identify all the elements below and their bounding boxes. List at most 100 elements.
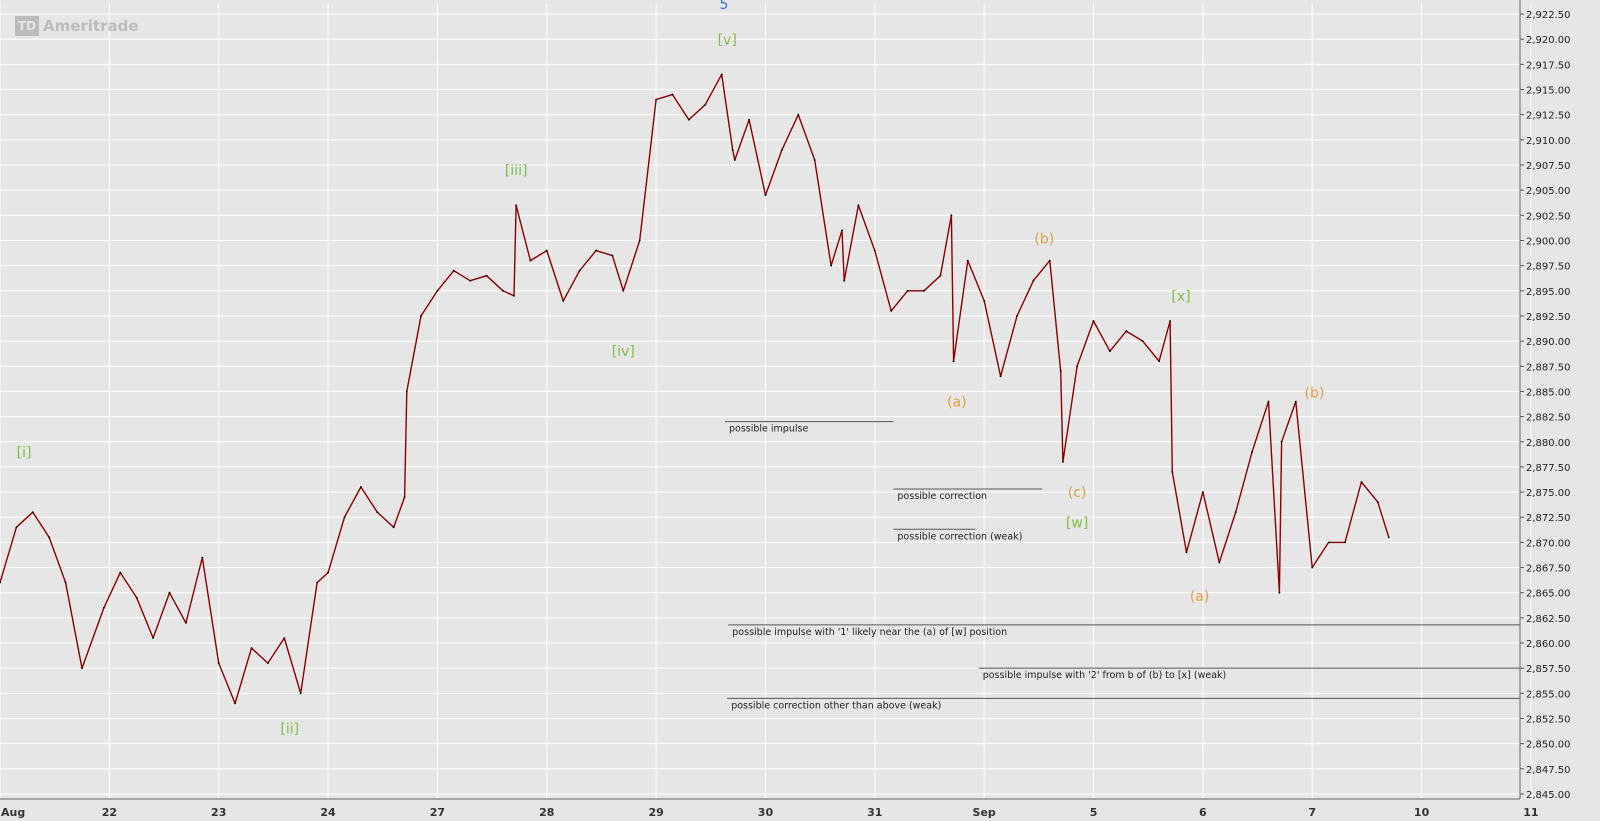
price-point <box>983 299 986 302</box>
x-tick-label: 28 <box>539 806 554 819</box>
y-tick-label: 2,865.00 <box>1526 589 1571 600</box>
y-tick-label: 2,905.00 <box>1526 186 1571 197</box>
y-tick-label: 2,875.00 <box>1526 488 1571 499</box>
x-tick-label: Sep <box>973 806 996 819</box>
annotation-label: possible impulse <box>729 424 808 435</box>
wave-label: (b) <box>1305 385 1325 401</box>
price-point <box>1171 471 1174 473</box>
wave-label: (a) <box>947 395 967 411</box>
wave-label: [ii] <box>280 722 299 738</box>
x-tick-label: 10 <box>1414 806 1430 819</box>
price-point <box>950 214 953 217</box>
price-point <box>906 289 909 292</box>
y-tick-label: 2,920.00 <box>1526 35 1571 46</box>
ameritrade-logo: TD Ameritrade <box>15 16 139 36</box>
price-point <box>1280 440 1283 443</box>
y-tick-label: 2,880.00 <box>1526 438 1571 449</box>
wave-label: [i] <box>17 445 32 461</box>
y-tick-label: 2,852.50 <box>1526 714 1571 725</box>
price-point <box>1048 259 1051 262</box>
price-point <box>119 571 122 574</box>
price-point <box>392 526 395 529</box>
price-point <box>1062 460 1064 463</box>
price-point <box>152 637 154 639</box>
y-tick-label: 2,882.50 <box>1526 413 1571 424</box>
price-point <box>485 274 488 277</box>
price-point <box>843 279 846 282</box>
price-point <box>405 390 408 393</box>
price-point <box>316 581 319 584</box>
annotation-label: possible correction other than above (we… <box>731 700 941 711</box>
price-point <box>359 486 362 488</box>
price-point <box>1234 511 1237 514</box>
price-point <box>403 496 406 499</box>
y-tick-label: 2,872.50 <box>1526 513 1571 524</box>
price-point <box>1251 450 1253 453</box>
price-point <box>1076 365 1079 368</box>
price-point <box>81 667 83 670</box>
price-point <box>595 249 597 252</box>
price-point <box>64 581 67 584</box>
y-tick-label: 2,870.00 <box>1526 538 1571 549</box>
price-point <box>1360 481 1363 483</box>
annotation-label: possible impulse with '2' from b of (b) … <box>983 670 1227 681</box>
price-point <box>0 581 1 584</box>
td-logo-icon: TD <box>15 16 39 36</box>
y-tick-label: 2,867.50 <box>1526 564 1571 575</box>
price-point <box>469 279 472 282</box>
annotation-label: possible correction <box>897 491 987 502</box>
price-point <box>436 289 439 292</box>
price-point <box>1387 536 1390 539</box>
x-tick-label: 27 <box>430 806 445 819</box>
y-tick-label: 2,845.00 <box>1526 790 1571 801</box>
price-point <box>655 98 658 101</box>
price-point <box>513 294 515 297</box>
price-point <box>1327 541 1330 544</box>
price-point <box>720 73 723 76</box>
y-tick-label: 2,855.00 <box>1526 689 1571 700</box>
plot-area <box>0 4 1520 799</box>
price-point <box>873 249 876 252</box>
price-point <box>327 571 329 574</box>
y-tick-label: 2,892.50 <box>1526 312 1571 323</box>
price-point <box>999 375 1002 378</box>
logo-text: Ameritrade <box>43 17 139 35</box>
price-point <box>939 274 942 277</box>
x-tick-label: 31 <box>867 806 882 819</box>
price-point <box>688 118 690 121</box>
price-point <box>764 194 767 197</box>
price-point <box>168 591 171 594</box>
y-tick-label: 2,907.50 <box>1526 161 1571 172</box>
wave-label: [iv] <box>612 344 635 360</box>
price-point <box>102 606 105 609</box>
price-point <box>611 254 614 257</box>
price-point <box>731 149 734 151</box>
price-point <box>1344 541 1346 544</box>
price-point <box>1376 501 1379 504</box>
price-point <box>201 556 204 559</box>
price-point <box>515 204 518 207</box>
y-tick-label: 2,915.00 <box>1526 86 1571 97</box>
price-point <box>1141 340 1144 343</box>
y-tick-label: 2,847.50 <box>1526 765 1571 776</box>
annotation-label: possible correction (weak) <box>897 531 1022 542</box>
y-tick-label: 2,902.50 <box>1526 211 1571 222</box>
price-point <box>1201 491 1204 493</box>
price-point <box>217 662 220 665</box>
price-point <box>578 269 581 272</box>
price-point <box>1218 561 1221 564</box>
price-point <box>234 702 237 705</box>
price-point <box>48 536 51 539</box>
price-point <box>267 662 269 665</box>
price-point <box>890 310 893 312</box>
wave-label: 5 <box>719 0 728 13</box>
y-tick-label: 2,877.50 <box>1526 463 1571 474</box>
x-tick-label: 29 <box>648 806 663 819</box>
price-point <box>1278 591 1281 594</box>
price-point <box>797 113 800 116</box>
annotation-label: possible impulse with '1' likely near th… <box>732 627 1007 638</box>
price-point <box>671 93 674 96</box>
wave-label: (a) <box>1190 589 1210 605</box>
